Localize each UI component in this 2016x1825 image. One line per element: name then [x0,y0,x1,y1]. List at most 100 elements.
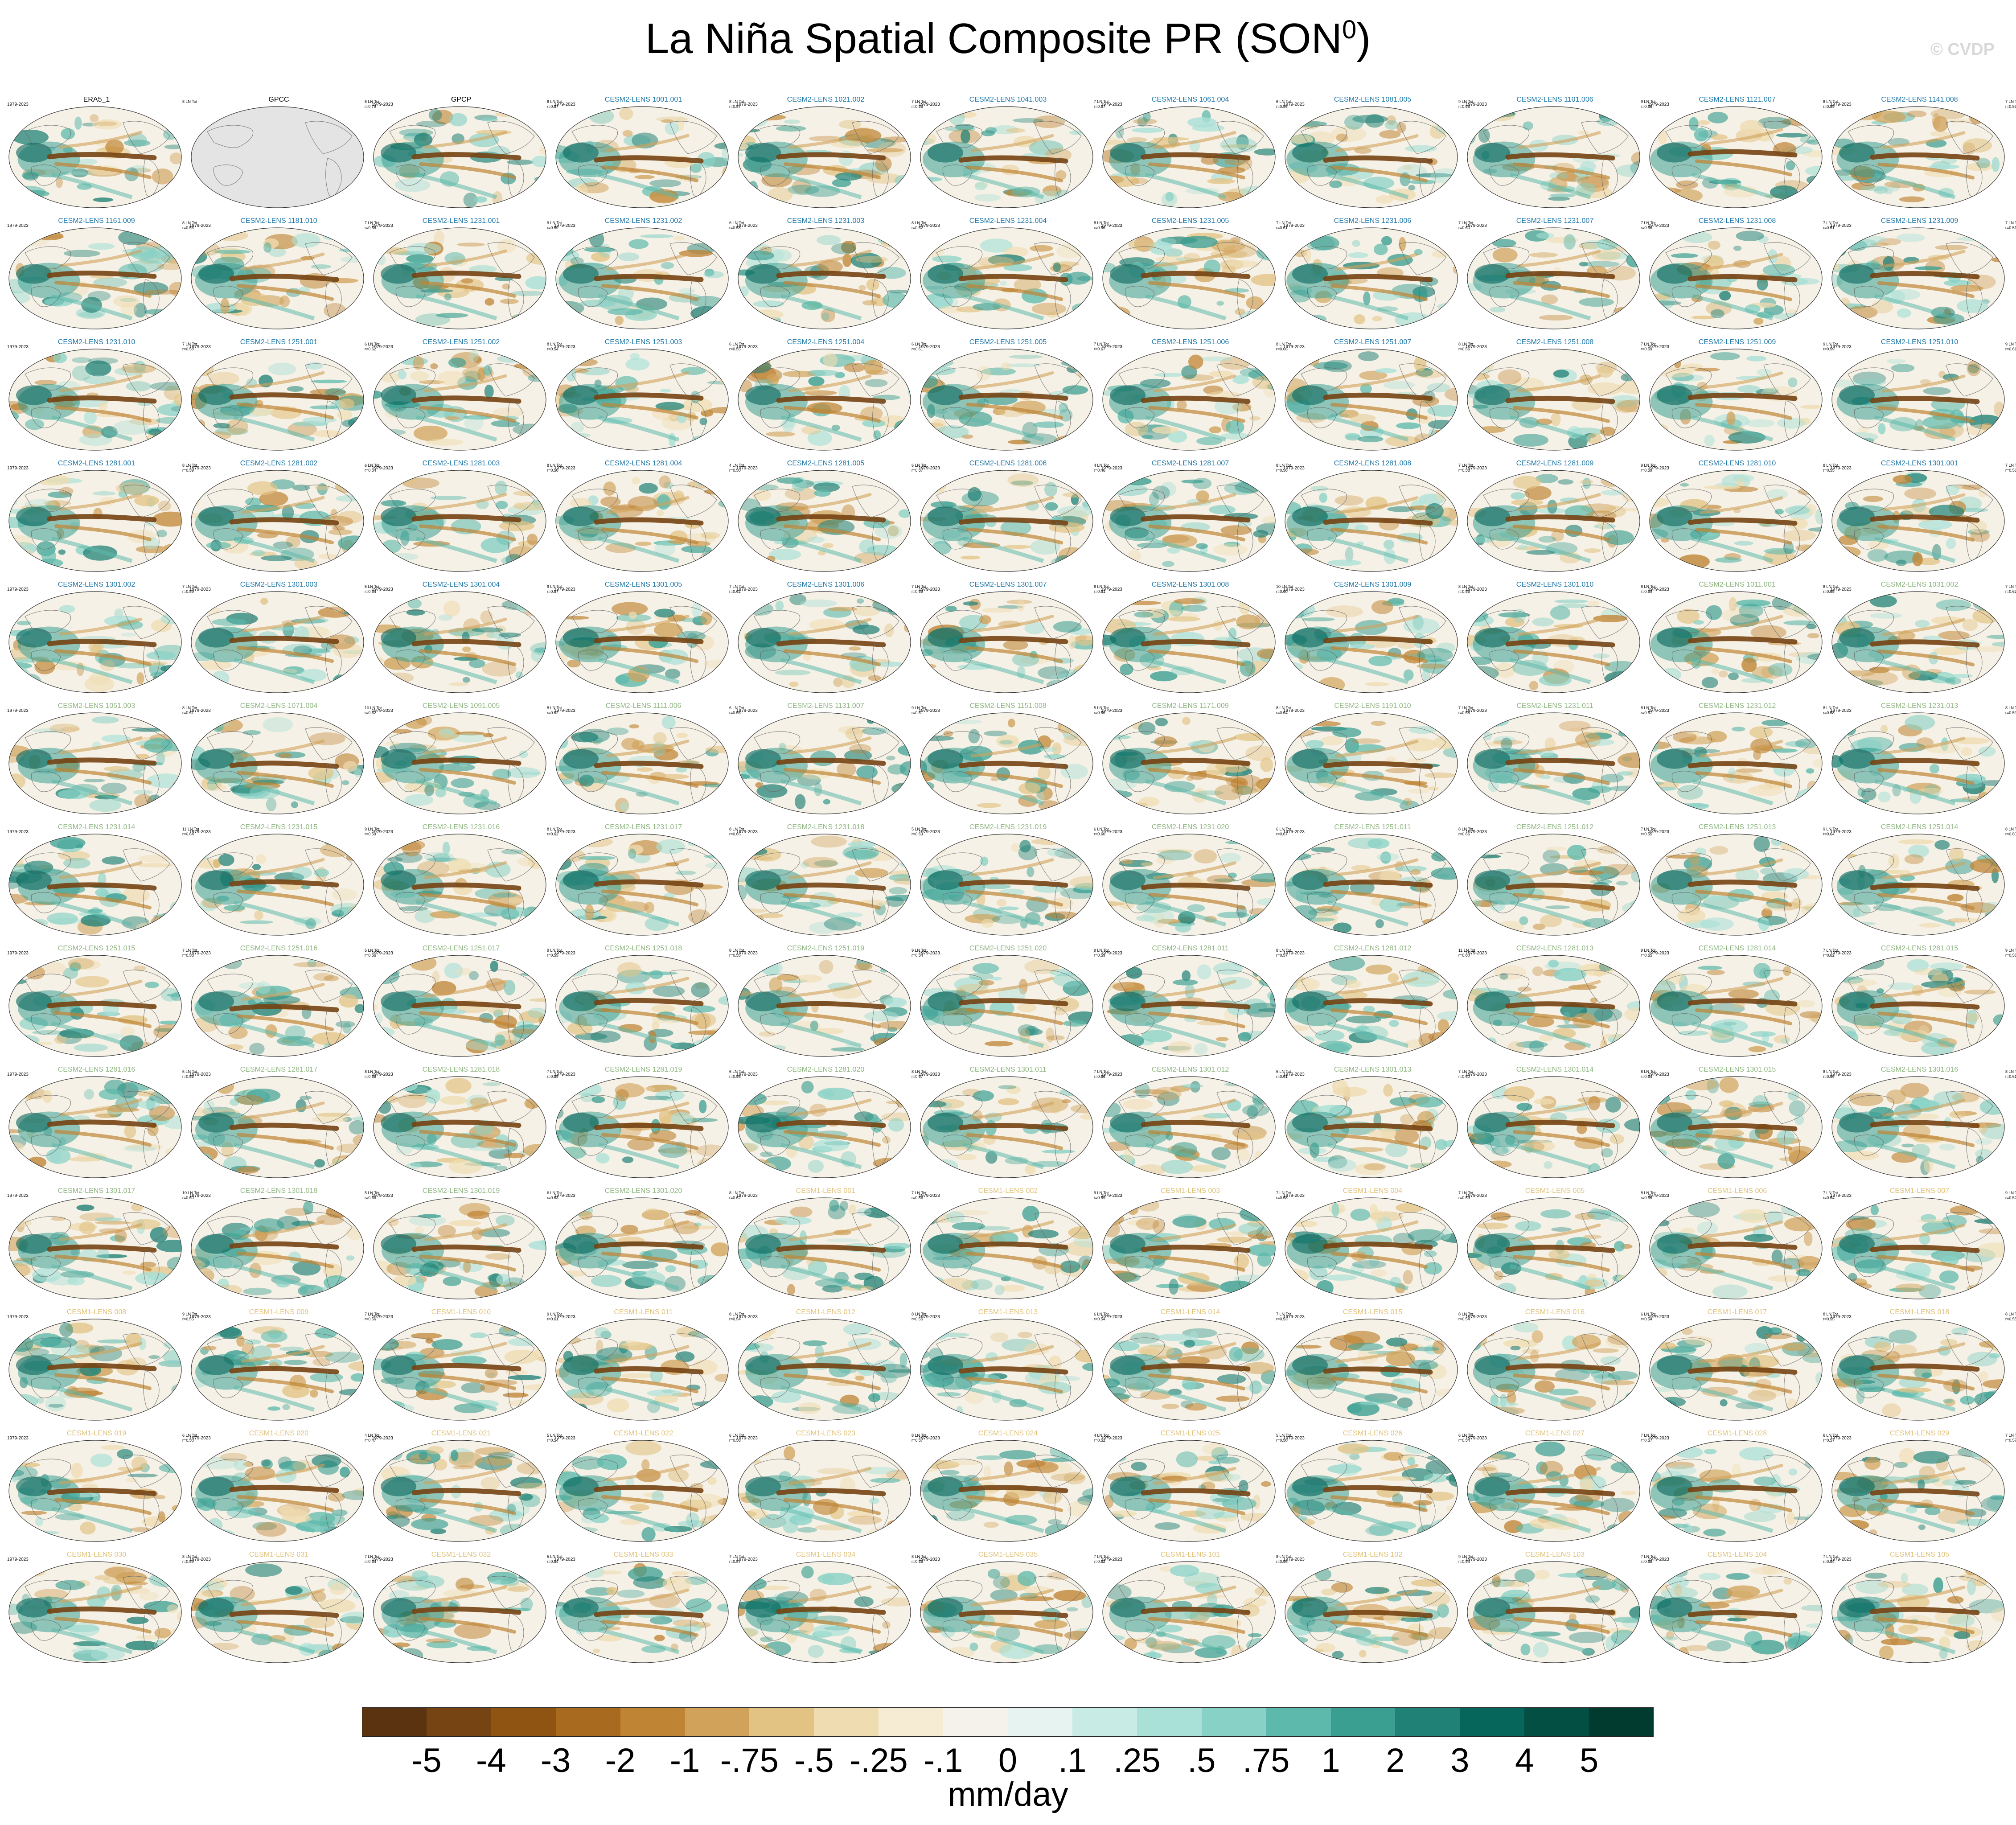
panel-title: CESM1-LENS 011 [614,1308,673,1316]
panel-pattern-correlation: r=0.59 [1641,347,1652,351]
panel-title: CESM2-LENS 1231.009 [1881,217,1959,225]
panel-ln-total: 9 LN Tot [1823,342,1838,346]
panel-title: CESM2-LENS 1231.006 [1334,217,1412,225]
panel-title: CESM1-LENS 030 [66,1551,127,1558]
panel-pattern-correlation: r=0.61 [912,347,923,351]
map-panel: CESM2-LENS 1001.001 1979-2023 8 LN Tot r=0.… [552,96,744,217]
map-panel: CESM1-LENS 013 1979-2023 6 LN Tot r=0.54 [917,1308,1109,1430]
anomaly-field [1832,470,2004,571]
panel-ln-total: 7 LN Tot [2005,221,2016,225]
precip-anomaly-map [1831,1197,2005,1299]
anomaly-field [1650,834,1822,935]
panel-ln-total: 7 LN Tot [1458,706,1474,710]
panel-ln-total: 6 LN Tot [1458,1433,1474,1438]
panel-ln-total: 8 LN Tot [1641,1191,1656,1195]
anomaly-field [374,1562,546,1663]
panel-years: 1979-2023 [919,466,940,471]
panel-pattern-correlation: r=0.54 [1641,1074,1652,1079]
panel-years: 1979-2023 [736,102,758,107]
map-panel: CESM2-LENS 1301.006 1979-2023 7 LN Tot r=0.… [735,581,926,702]
panel-years: 1979-2023 [1648,587,1669,592]
anomaly-field [556,1319,728,1420]
panel-years: 1979-2023 [1101,466,1122,471]
map-panel: CESM2-LENS 1281.005 1979-2023 6 LN Tot r=0.… [735,460,926,581]
map-panel: CESM2-LENS 1301.007 1979-2023 6 LN Tot r=0.… [917,581,1109,702]
panel-pattern-correlation: r=0.56 [1276,104,1288,109]
panel-ln-total: 7 LN Tot [912,1191,927,1195]
panel-pattern-correlation: r=0.66 [1094,1074,1105,1079]
precip-anomaly-map [1831,1319,2005,1421]
precip-anomaly-map [1831,227,2005,329]
precip-anomaly-map [920,591,1093,693]
precip-anomaly-map [1285,955,1458,1057]
precip-anomaly-map [373,106,546,208]
panel-title: CESM2-LENS 1281.015 [1881,945,1959,952]
anomaly-field [1650,1440,1822,1541]
panel-title: CESM2-LENS 1281.004 [604,460,682,467]
panel-pattern-correlation: r=0.58 [729,1438,741,1443]
anomaly-field [920,349,1093,450]
panel-ln-total: 6 LN Tot [729,221,744,225]
coastline [571,121,717,197]
panel-ln-total: 8 LN Tot [2005,1312,2016,1316]
panel-title: CESM2-LENS 1251.019 [787,945,865,952]
panel-pattern-correlation: r=0.55 [1641,832,1652,836]
map-panel: CESM2-LENS 1301.004 1979-2023 9 LN Tot r=0.… [370,581,562,702]
panel-years: 1979-2023 [1466,708,1487,713]
anomaly-field [1285,592,1458,693]
panel-title: CESM2-LENS 1281.018 [422,1066,500,1073]
panel-years: 1979-2023 [919,1315,940,1319]
panel-ln-total: 7 LN Tot [1094,1069,1109,1074]
panel-years: 1979-2023 [919,1072,940,1077]
anomaly-field [1285,1562,1458,1663]
map-panel: CESM2-LENS 1231.012 1979-2023 8 LN Tot r=0.… [1646,702,1838,823]
panel-years: 1979-2023 [1466,223,1487,228]
coastline [1848,727,1993,803]
anomaly-field [191,1319,364,1420]
panel-title: CESM1-LENS 102 [1343,1551,1403,1558]
precip-anomaly-map [1467,227,1640,329]
precip-anomaly-map [1285,349,1458,451]
precip-anomaly-map [920,470,1093,572]
precip-anomaly-map [1285,470,1458,572]
panel-title: CESM1-LENS 021 [431,1430,491,1437]
panel-pattern-correlation: r=0.55 [1823,468,1835,473]
panel-title: CESM2-LENS 1001.001 [604,96,682,103]
panel-event-count: 8 LN Tot r=0.87 [547,99,565,109]
coastline [936,1212,1082,1288]
panel-event-count: 8 LN Tot r=0.57 [729,99,747,109]
panel-title: CESM2-LENS 1251.014 [1881,823,1959,831]
coastline [207,606,353,682]
precip-anomaly-map [738,834,911,936]
colorbar-swatch [685,1707,750,1737]
panel-title: CESM1-LENS 019 [66,1430,127,1437]
panel-years: 1979-2023 [1283,1436,1305,1441]
panel-event-count: 7 LN Tot r=0.58 [182,342,200,352]
map-panel: CESM2-LENS 1191.010 1979-2023 7 LN Tot r=0.… [1281,702,1473,823]
panel-pattern-correlation: r=0.54 [1641,1317,1652,1321]
panel-pattern-correlation: r=0.50 [729,468,741,473]
panel-ln-total: 9 LN Tot [365,827,380,831]
anomaly-field [374,470,546,571]
map-panel: CESM2-LENS 1231.019 1979-2023 6 LN Tot r=0.… [917,823,1109,945]
panel-years: 1979-2023 [1830,1072,1852,1077]
precip-anomaly-map [738,106,911,208]
panel-title: CESM2-LENS 1281.006 [969,460,1047,467]
panel-years: 1979-2023 [372,951,393,956]
panel-ln-total: 9 LN Tot [1823,827,1838,831]
panel-pattern-correlation: r=0.54 [547,347,558,351]
panel-ln-total: 8 LN Tot [182,1554,197,1559]
map-panel: CESM1-LENS 035 1979-2023 7 LN Tot r=0.52 [917,1551,1109,1672]
panel-pattern-correlation: r=0.56 [365,953,376,958]
colorbar-tick-label: -.1 [923,1742,963,1780]
panel-ln-total: 8 LN Tot [729,99,744,104]
panel-event-count: 6 LN Tot r=0.56 [1276,99,1294,109]
panel-years: 1979-2023 [1648,1436,1669,1441]
panel-years: 1979-2023 [7,708,29,713]
